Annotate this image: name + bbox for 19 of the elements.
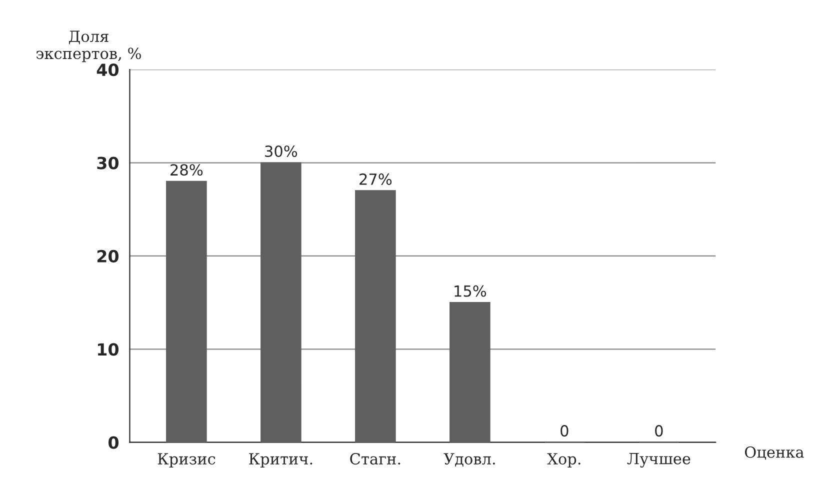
y-tick-label: 30	[97, 156, 119, 170]
y-tick-label: 0	[108, 436, 119, 449]
data-label: 15%	[454, 285, 486, 297]
x-tick-label: Стагн.	[350, 453, 400, 465]
x-tick-label: Критич.	[249, 453, 312, 468]
x-axis-title: Оценка	[744, 446, 804, 460]
y-tick-label: 10	[98, 343, 119, 356]
data-label: 0	[560, 425, 568, 437]
y-tick-label: 40	[96, 64, 119, 76]
y-tick-label: 20	[97, 250, 119, 263]
x-tick-label: Лучшее	[627, 453, 690, 468]
data-label: 0	[655, 425, 663, 437]
x-tick-label: Кризис	[158, 453, 216, 468]
y-axis-title: Доля экспертов, %	[36, 30, 141, 62]
data-label: 27%	[360, 173, 392, 185]
data-label: 30%	[265, 145, 298, 158]
x-tick-label: Хор.	[547, 453, 580, 468]
data-label: 28%	[170, 164, 203, 176]
x-tick-label: Удовл.	[444, 453, 495, 466]
